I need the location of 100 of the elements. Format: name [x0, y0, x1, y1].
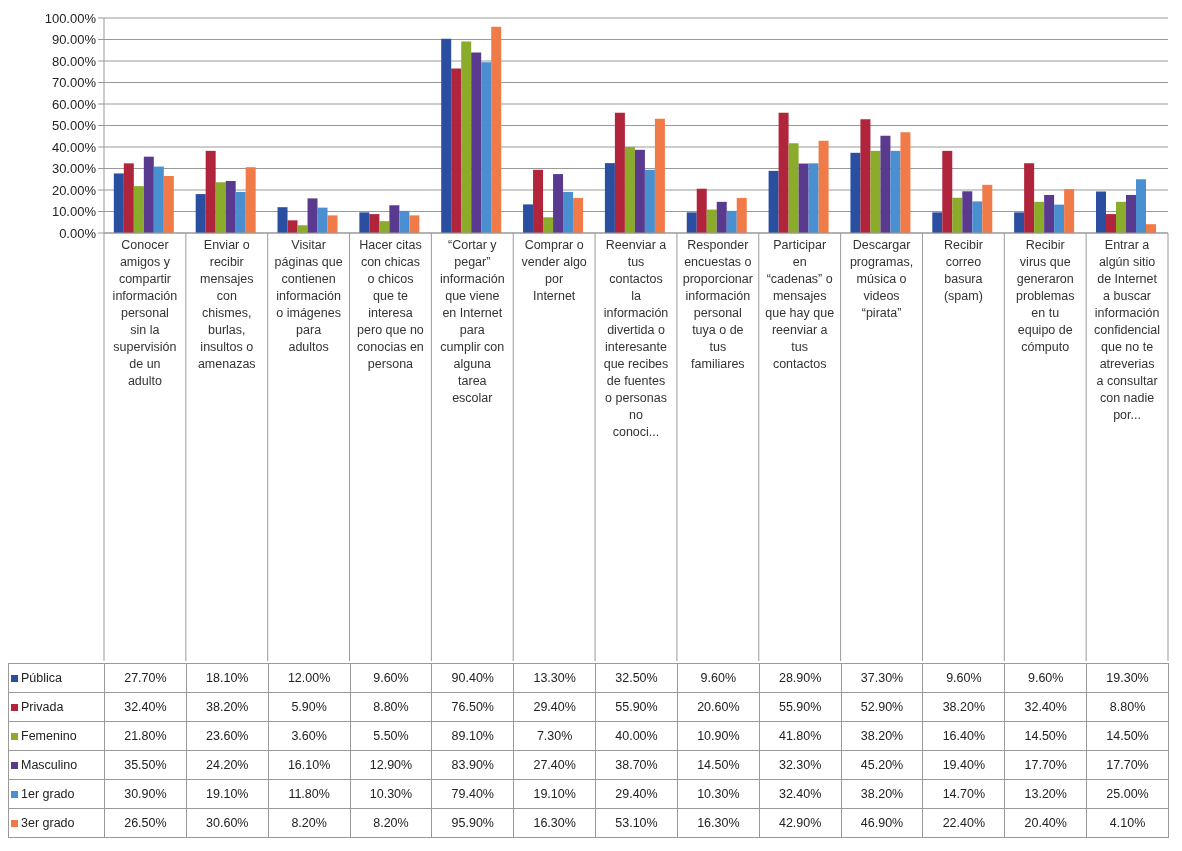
y-tick-label: 100.00% — [44, 10, 97, 26]
bar — [1105, 214, 1116, 233]
data-label: 10.90% — [677, 721, 760, 751]
y-tick-label: 10.00% — [51, 204, 97, 220]
bar — [523, 204, 534, 233]
data-label: 21.80% — [104, 721, 187, 751]
data-label: 16.30% — [677, 808, 760, 838]
bar — [123, 163, 134, 233]
data-label: 27.40% — [513, 750, 596, 780]
bar — [451, 68, 462, 233]
bar — [624, 147, 635, 233]
bar — [409, 215, 420, 233]
data-label: 90.40% — [431, 663, 514, 693]
y-tick-label: 70.00% — [51, 75, 97, 91]
bar — [399, 210, 410, 233]
data-label: 26.50% — [104, 808, 187, 838]
data-label: 8.80% — [1086, 692, 1169, 722]
data-label: 9.60% — [677, 663, 760, 693]
bar — [952, 197, 963, 233]
data-label: 95.90% — [431, 808, 514, 838]
bar — [225, 180, 236, 233]
bar — [369, 214, 380, 233]
bar — [850, 152, 861, 233]
data-label: 10.30% — [677, 779, 760, 809]
y-tick-label: 0.00% — [59, 225, 97, 241]
data-label: 38.20% — [922, 692, 1005, 722]
x-tick-label: Recibir virus que generaron problemas en tu equipo de cómputo — [1016, 238, 1075, 354]
bar — [317, 207, 328, 233]
data-label: 32.40% — [1004, 692, 1087, 722]
bar — [726, 210, 737, 233]
data-label: 8.20% — [268, 808, 351, 838]
bar — [1125, 194, 1136, 233]
data-label: 19.40% — [922, 750, 1005, 780]
data-label: 38.20% — [841, 721, 923, 751]
bar — [481, 62, 492, 233]
bar — [277, 207, 288, 233]
x-tick-label: Enviar o recibir mensajes con chismes, burlas, insultos o amenazas — [197, 238, 256, 371]
legend-label: Masculino — [8, 750, 105, 780]
bar — [563, 191, 574, 233]
data-label: 7.30% — [513, 721, 596, 751]
y-tick-label: 90.00% — [51, 32, 97, 48]
x-tick-label: Hacer citas con chicas o chicos que te interesa pero que no conocias en persona — [357, 238, 424, 371]
bar — [736, 197, 747, 233]
data-label: 14.50% — [1004, 721, 1087, 751]
bar — [113, 173, 124, 233]
bar — [471, 52, 482, 233]
bar — [1044, 194, 1055, 233]
bar — [235, 191, 246, 233]
data-label: 23.60% — [186, 721, 269, 751]
legend-label: Femenino — [8, 721, 105, 751]
data-label: 16.30% — [513, 808, 596, 838]
bar — [696, 188, 707, 233]
bar — [982, 184, 993, 233]
bar — [1095, 191, 1106, 233]
x-tick-label: Participar en “cadenas” o mensajes que hay que reenviar a tus contactos — [765, 238, 835, 371]
bar — [654, 118, 665, 233]
y-tick-label: 60.00% — [51, 96, 97, 112]
bar — [932, 212, 943, 233]
data-label: 52.90% — [841, 692, 923, 722]
data-label: 9.60% — [1004, 663, 1087, 693]
data-label: 79.40% — [431, 779, 514, 809]
bar — [1024, 163, 1035, 233]
data-label: 5.50% — [350, 721, 432, 751]
data-label: 40.00% — [595, 721, 678, 751]
bar — [818, 140, 829, 233]
data-label: 11.80% — [268, 779, 351, 809]
data-label: 17.70% — [1086, 750, 1169, 780]
bar — [614, 112, 625, 233]
data-label: 19.30% — [1086, 663, 1169, 693]
data-label: 20.40% — [1004, 808, 1087, 838]
data-label: 17.70% — [1004, 750, 1087, 780]
data-label: 35.50% — [104, 750, 187, 780]
legend-label: 3er grado — [8, 808, 105, 838]
bar — [461, 41, 472, 233]
data-label: 14.70% — [922, 779, 1005, 809]
data-label: 8.80% — [350, 692, 432, 722]
bar — [441, 38, 452, 233]
x-tick-label: Responder encuestas o proporcionar información personal tuya o de tus familiares — [682, 238, 753, 371]
x-tick-label: Descargar programas, música o videos “pirata” — [849, 238, 914, 320]
data-label: 53.10% — [595, 808, 678, 838]
category-label: Entrar a algún sitio de Internet a buscar información confidencial que no te atreverias a consultar con nadie por... — [1094, 238, 1161, 422]
data-label: 46.90% — [841, 808, 923, 838]
bar — [543, 217, 554, 233]
bar — [706, 209, 717, 233]
bar — [307, 198, 318, 233]
data-label: 9.60% — [350, 663, 432, 693]
data-label: 42.90% — [759, 808, 842, 838]
bar — [1064, 189, 1075, 233]
data-label: 32.50% — [595, 663, 678, 693]
data-label: 8.20% — [350, 808, 432, 838]
x-tick-label: Comprar o vender algo por Internet — [521, 238, 587, 303]
bar — [972, 201, 983, 233]
bar — [1145, 224, 1156, 233]
data-label: 30.90% — [104, 779, 187, 809]
bar — [1014, 212, 1025, 233]
y-tick-label: 80.00% — [51, 53, 97, 69]
data-label: 19.10% — [513, 779, 596, 809]
bar — [798, 163, 809, 233]
data-label: 12.90% — [350, 750, 432, 780]
data-label: 32.40% — [104, 692, 187, 722]
